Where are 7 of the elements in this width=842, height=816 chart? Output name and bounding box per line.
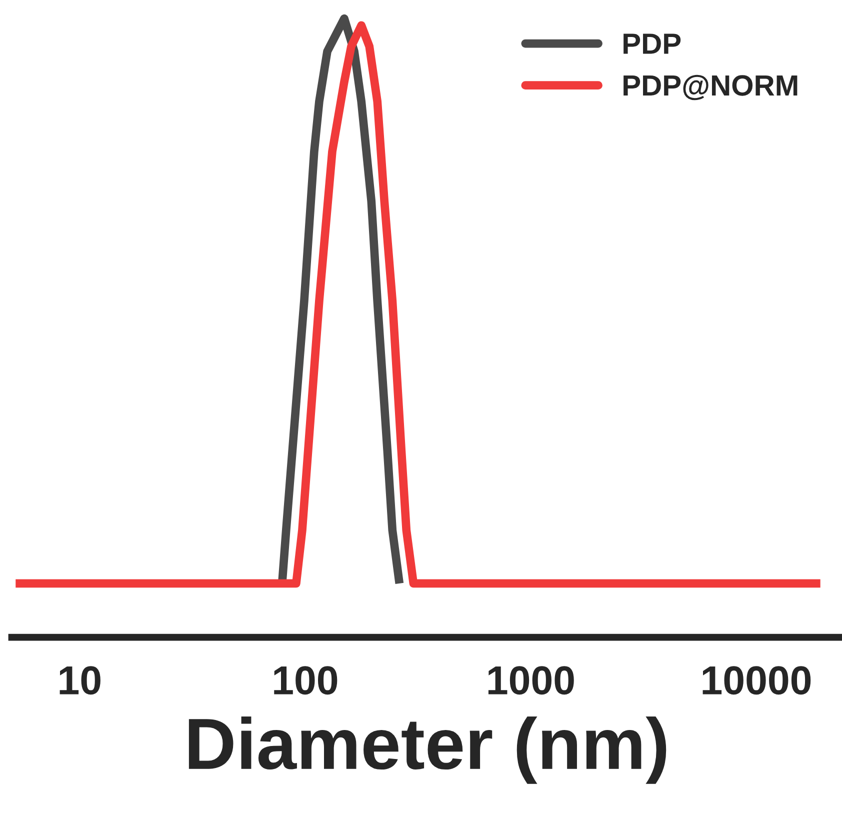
legend-label: PDP xyxy=(624,34,681,54)
legend-label: PDP@NORM xyxy=(624,74,798,100)
x-tick-label: 10000 xyxy=(702,666,811,695)
x-tick-label: 1000 xyxy=(488,666,574,695)
x-tick-label: 100 xyxy=(274,666,338,695)
x-axis-title: Diameter (nm) xyxy=(188,716,666,784)
x-tick-label: 10 xyxy=(60,666,100,695)
